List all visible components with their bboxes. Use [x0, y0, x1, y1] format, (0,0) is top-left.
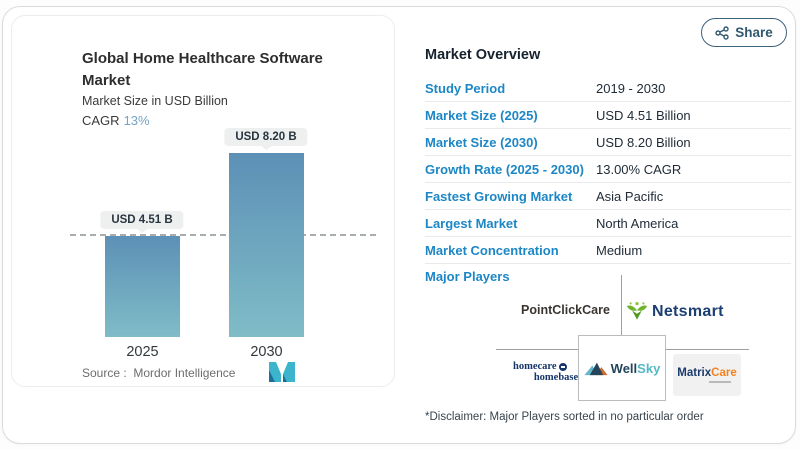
chart-subtitle: Market Size in USD Billion — [82, 94, 228, 108]
table-row-study-period: Study Period 2019 - 2030 — [425, 75, 791, 102]
diagram-horizontal-line-left — [496, 349, 578, 350]
row-value: 13.00% CAGR — [596, 161, 682, 177]
row-value: Medium — [596, 242, 643, 258]
logo-wellsky: WellSky — [578, 335, 666, 401]
row-value: 2019 - 2030 — [596, 80, 666, 96]
share-label: Share — [735, 25, 773, 40]
table-row-growth-rate: Growth Rate (2025 - 2030) 13.00% CAGR — [425, 156, 791, 183]
wellsky-well-text: Well — [610, 360, 638, 376]
row-label: Market Size (2030) — [425, 134, 538, 150]
report-card: Global Home Healthcare Software Market M… — [2, 6, 796, 444]
table-row-market-size-2025: Market Size (2025) USD 4.51 Billion — [425, 102, 791, 129]
source-value: Mordor Intelligence — [133, 366, 236, 380]
homebase-text: homebase — [533, 372, 579, 384]
mordor-intelligence-logo-icon — [268, 361, 296, 388]
share-icon — [715, 25, 729, 40]
row-value: Asia Pacific — [596, 188, 664, 204]
source-note: Source : Mordor Intelligence — [82, 366, 235, 380]
threshold-dashed-line — [70, 233, 376, 236]
matrixcare-tagline — [709, 381, 731, 383]
chart-panel: Global Home Healthcare Software Market M… — [11, 15, 395, 387]
matrixcare-care-text: Care — [711, 367, 737, 379]
share-button[interactable]: Share — [701, 18, 787, 47]
x-axis-label-2025: 2025 — [126, 344, 159, 360]
x-axis-label-2030: 2030 — [250, 344, 283, 360]
homecare-text: homecare — [513, 361, 557, 372]
chart-cagr: CAGR 13% — [82, 113, 150, 128]
wellsky-sky-text: Sky — [637, 360, 661, 376]
chart-title: Global Home Healthcare Software Market — [82, 50, 323, 89]
logo-pointclickcare: PointClickCare — [521, 303, 610, 317]
bar-2025 — [105, 235, 180, 337]
row-value: North America — [596, 215, 679, 231]
overview-table: Study Period 2019 - 2030 Market Size (20… — [425, 75, 791, 264]
table-row-market-concentration: Market Concentration Medium — [425, 237, 791, 264]
cagr-value: 13% — [123, 113, 150, 128]
table-row-largest-market: Largest Market North America — [425, 210, 791, 237]
logo-matrixcare: MatrixCare — [673, 354, 741, 396]
diagram-vertical-line — [621, 275, 622, 336]
disclaimer-text: *Disclaimer: Major Players sorted in no … — [425, 411, 704, 423]
overview-heading: Market Overview — [425, 47, 541, 63]
row-label: Market Concentration — [425, 242, 559, 258]
row-label: Fastest Growing Market — [425, 188, 573, 204]
row-label: Growth Rate (2025 - 2030) — [425, 161, 584, 177]
bar-value-label-2030: USD 8.20 B — [224, 127, 308, 146]
netsmart-wordmark: Netsmart — [652, 303, 724, 320]
source-label: Source : — [82, 366, 127, 380]
bar-2030 — [229, 152, 304, 337]
row-label: Market Size (2025) — [425, 107, 538, 123]
row-value: USD 8.20 Billion — [596, 134, 691, 150]
row-label: Study Period — [425, 80, 506, 96]
table-row-market-size-2030: Market Size (2030) USD 8.20 Billion — [425, 129, 791, 156]
logo-netsmart: Netsmart — [626, 301, 724, 323]
wellsky-mountain-icon — [584, 360, 608, 376]
table-row-fastest-growing-market: Fastest Growing Market Asia Pacific — [425, 183, 791, 210]
bar-value-label-2025: USD 4.51 B — [100, 210, 184, 229]
row-value: USD 4.51 Billion — [596, 107, 691, 123]
netsmart-icon — [626, 301, 648, 323]
cagr-label: CAGR — [82, 113, 120, 128]
row-label: Largest Market — [425, 215, 518, 231]
homecare-homebase-icon — [558, 362, 567, 371]
bar-chart: USD 4.51 B USD 8.20 B — [70, 127, 376, 337]
major-players-label: Major Players — [425, 269, 510, 284]
matrixcare-matrix-text: Matrix — [677, 367, 712, 379]
diagram-horizontal-line-right — [666, 349, 749, 350]
logo-homecare-homebase: homecare homebase — [511, 361, 585, 383]
